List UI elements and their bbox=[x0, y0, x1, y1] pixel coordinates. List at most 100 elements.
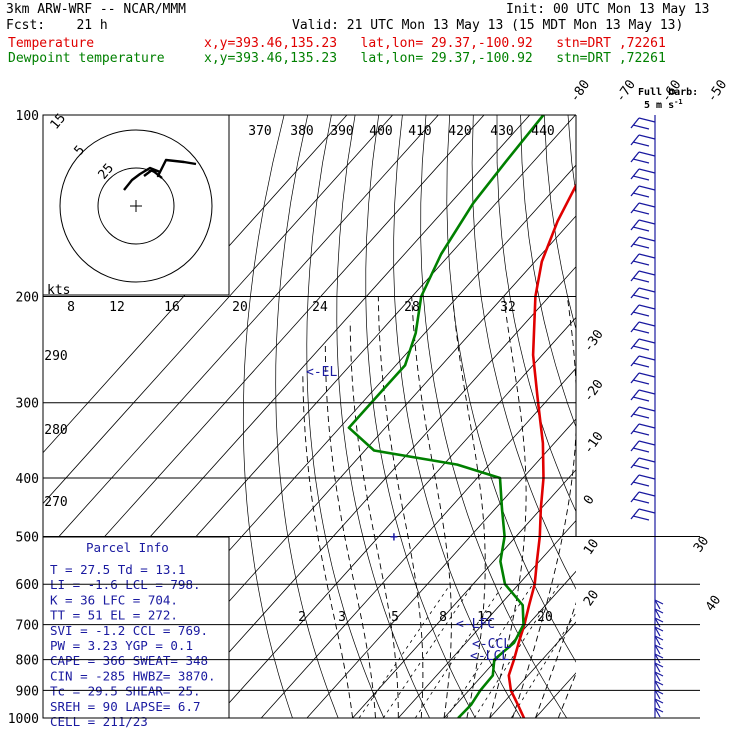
isotherm-label: 40 bbox=[703, 593, 724, 614]
isotherm-label: 10 bbox=[581, 537, 602, 558]
isotherm-label: -80 bbox=[567, 77, 593, 105]
isotherm-label: 30 bbox=[691, 534, 712, 555]
init-time: Init: 00 UTC Mon 13 May 13 bbox=[506, 2, 710, 17]
isotherm-label: -10 bbox=[581, 429, 607, 457]
parcel-info-row: SREH = 90 LAPSE= 6.7 bbox=[50, 699, 201, 714]
temperature-curve bbox=[507, 182, 576, 718]
pressure-label-900: 900 bbox=[16, 684, 39, 699]
isotherm-label: -50 bbox=[705, 77, 731, 105]
pressure-label-800: 800 bbox=[16, 654, 39, 669]
wind-barb bbox=[654, 626, 664, 637]
isotherm bbox=[260, 367, 576, 718]
pressure-label-700: 700 bbox=[16, 619, 39, 634]
wind-barb bbox=[630, 372, 656, 385]
isotherm bbox=[443, 570, 576, 718]
mixing-ratio-label: 20 bbox=[232, 300, 248, 315]
parcel-info-row: CIN = -285 HWBZ= 3870. bbox=[50, 668, 216, 683]
dry-adiabat bbox=[520, 115, 576, 428]
wind-barb bbox=[654, 671, 664, 682]
barb-legend-units-text: 5 m s bbox=[644, 100, 675, 111]
dry-adiabat bbox=[567, 115, 576, 198]
parcel-info-row: CELL = 211/23 bbox=[50, 714, 148, 729]
dry-adiabat bbox=[615, 115, 740, 718]
pressure-label-100: 100 bbox=[16, 109, 39, 124]
mixing-ratio-line bbox=[510, 612, 576, 718]
wind-barb bbox=[630, 134, 656, 147]
wind-barb bbox=[630, 406, 656, 419]
moist-adiabat bbox=[534, 602, 576, 718]
moist-adiabat bbox=[349, 321, 399, 718]
mixing-ratio-low-label: 3 bbox=[338, 610, 346, 625]
wind-barb bbox=[630, 304, 656, 317]
mixing-ratio-line bbox=[474, 583, 560, 718]
pressure-label-600: 600 bbox=[16, 578, 39, 593]
parcel-info-row: Tc = 29.5 SHEAR= 25. bbox=[50, 684, 201, 699]
forecast-hour: Fcst: 21 h bbox=[6, 18, 108, 33]
wind-barb bbox=[630, 236, 656, 249]
parcel-info-row: PW = 3.23 YGP = 0.1 bbox=[50, 638, 193, 653]
wind-barb bbox=[630, 219, 656, 232]
dewpoint-curve bbox=[347, 115, 545, 718]
wind-barb bbox=[630, 338, 656, 351]
wind-barb bbox=[654, 644, 664, 655]
wind-barb bbox=[630, 185, 656, 198]
isotherm bbox=[673, 115, 740, 718]
isotherm bbox=[43, 115, 393, 505]
wind-barb bbox=[654, 599, 664, 610]
wind-barb bbox=[630, 355, 656, 368]
parcel-info-row: TT = 51 EL = 272. bbox=[50, 608, 178, 623]
dry-adiabat bbox=[663, 115, 740, 718]
dewpoint-legend: Dewpoint temperature bbox=[8, 51, 165, 66]
dry-adiabat bbox=[710, 115, 740, 718]
wind-barb bbox=[630, 168, 656, 181]
moist-adiabat bbox=[512, 296, 576, 718]
wind-barbs bbox=[630, 115, 664, 718]
mixing-ratio-low-label: 5 bbox=[391, 610, 399, 625]
parcel-info-row: T = 27.5 Td = 13.1 bbox=[50, 562, 185, 577]
isotherm bbox=[169, 266, 576, 718]
isotherm bbox=[489, 621, 576, 718]
moist-adiabat bbox=[324, 344, 376, 718]
dry-adiabat bbox=[686, 115, 740, 718]
parcel-info-row: SVI = -1.2 CCL = 769. bbox=[50, 623, 208, 638]
wind-barb bbox=[630, 491, 656, 504]
pressure-label-300: 300 bbox=[16, 397, 39, 412]
dewpoint-location: x,y=393.46,135.23 lat,lon= 29.37,-100.92… bbox=[204, 51, 666, 66]
pressure-label-400: 400 bbox=[16, 472, 39, 487]
isotherm bbox=[306, 418, 576, 718]
mixing-ratio-label: 16 bbox=[164, 300, 180, 315]
isotherm-label: 0 bbox=[581, 493, 598, 508]
pressure-label-1000: 1000 bbox=[8, 712, 39, 727]
parcel-info-title: Parcel Info bbox=[86, 540, 169, 555]
theta-e-label: 370 bbox=[248, 124, 271, 139]
parcel-info-row: K = 36 LFC = 704. bbox=[50, 592, 178, 607]
moist-adiabat bbox=[557, 672, 576, 718]
mixing-ratio-label: 28 bbox=[404, 300, 420, 315]
mixing-ratio-low-label: 20 bbox=[537, 610, 553, 625]
level-label-ccl: <-CCL bbox=[472, 637, 511, 652]
isotherm-label: -30 bbox=[581, 327, 607, 355]
barb-legend-units: 5 m s-1 bbox=[644, 95, 683, 113]
wind-barb bbox=[654, 653, 664, 664]
mixing-ratio-line bbox=[358, 583, 451, 718]
pressure-label-500: 500 bbox=[16, 530, 39, 545]
wind-barb bbox=[654, 707, 664, 718]
temperature-legend: Temperature bbox=[8, 36, 95, 51]
wind-barb bbox=[654, 608, 664, 619]
isotherm-label: -70 bbox=[613, 77, 639, 105]
dry-adiabat bbox=[639, 115, 740, 718]
wind-barb bbox=[654, 662, 664, 673]
dry-adiabat bbox=[420, 115, 567, 718]
isotherm bbox=[352, 469, 576, 718]
wind-barb bbox=[630, 151, 656, 164]
moist-adiabat bbox=[581, 297, 740, 719]
wind-barb bbox=[630, 321, 656, 334]
wind-barb bbox=[630, 253, 656, 266]
hodograph-trace bbox=[123, 158, 197, 191]
mixing-ratio-line bbox=[446, 583, 534, 718]
theta-label: 270 bbox=[44, 495, 67, 510]
dry-adiabat bbox=[592, 115, 740, 718]
isotherm bbox=[215, 316, 576, 718]
dry-adiabat bbox=[734, 115, 740, 718]
moist-adiabat bbox=[489, 296, 527, 718]
